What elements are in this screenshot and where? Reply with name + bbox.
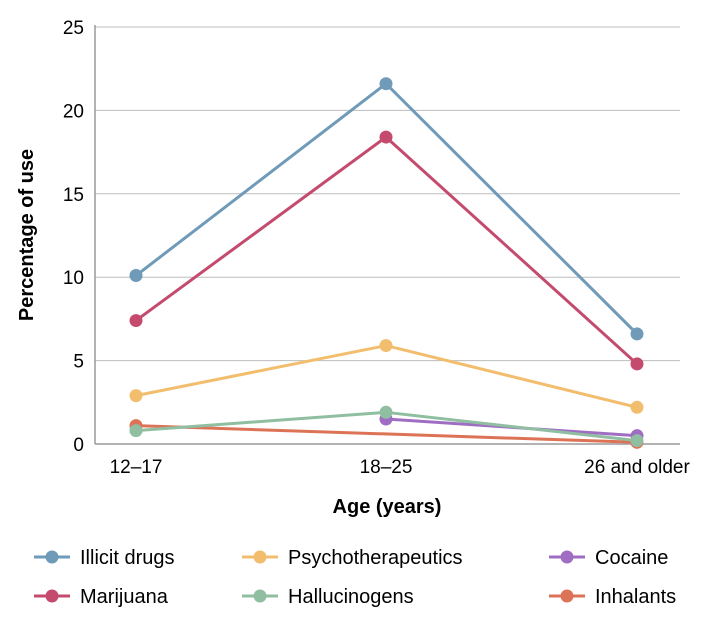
data-point-hallucinogens xyxy=(129,424,143,438)
axes xyxy=(94,25,680,445)
legend-swatch-marker xyxy=(560,589,574,603)
y-tick-label: 5 xyxy=(73,352,84,373)
y-tick-label: 20 xyxy=(63,101,84,122)
series-points xyxy=(129,77,644,449)
legend-swatch-marker xyxy=(45,589,59,603)
series-line-psychotherapeutics xyxy=(135,344,638,409)
legend-label: Hallucinogens xyxy=(288,586,414,608)
y-tick-label: 25 xyxy=(63,18,84,39)
legend-label: Marijuana xyxy=(80,586,169,608)
legend-item-inhalants: Inhalants xyxy=(549,586,676,608)
legend-label: Cocaine xyxy=(595,547,668,569)
legend-label: Inhalants xyxy=(595,586,676,608)
data-point-marijuana xyxy=(630,357,644,371)
x-axis-title: Age (years) xyxy=(333,496,442,518)
y-axis-title: Percentage of use xyxy=(16,149,38,321)
data-point-illicit-drugs xyxy=(129,269,143,283)
series-line-inhalants xyxy=(135,424,638,444)
data-point-illicit-drugs xyxy=(630,327,644,341)
legend-item-hallucinogens: Hallucinogens xyxy=(242,586,414,608)
legend-swatch-marker xyxy=(560,550,574,564)
y-tick-label: 0 xyxy=(73,435,84,456)
data-point-marijuana xyxy=(129,314,143,328)
legend-item-cocaine: Cocaine xyxy=(549,547,668,569)
legend-label: Illicit drugs xyxy=(80,547,174,569)
series-line-marijuana xyxy=(135,135,639,366)
x-tick-label: 12–17 xyxy=(110,457,163,478)
legend-item-illicit-drugs: Illicit drugs xyxy=(34,547,174,569)
legend-item-marijuana: Marijuana xyxy=(34,586,169,608)
data-point-marijuana xyxy=(379,130,393,144)
data-point-hallucinogens xyxy=(630,434,644,448)
x-tick-label: 26 and older xyxy=(584,457,690,478)
legend-swatch-marker xyxy=(253,589,267,603)
data-point-hallucinogens xyxy=(379,405,393,419)
y-tick-label: 15 xyxy=(63,185,84,206)
data-point-illicit-drugs xyxy=(379,77,393,91)
gridlines xyxy=(95,26,680,362)
data-point-psychotherapeutics xyxy=(379,339,393,353)
data-point-psychotherapeutics xyxy=(129,389,143,403)
legend-item-psychotherapeutics: Psychotherapeutics xyxy=(242,547,463,569)
tick-labels: 0 5 10 15 20 25 12–17 18–25 26 and older xyxy=(63,18,691,478)
legend-label: Psychotherapeutics xyxy=(288,547,463,569)
x-tick-label: 18–25 xyxy=(360,457,413,478)
y-tick-label: 10 xyxy=(63,268,84,289)
legend-swatch-marker xyxy=(45,550,59,564)
data-point-psychotherapeutics xyxy=(630,400,644,414)
legend-swatch-marker xyxy=(253,550,267,564)
legend: Illicit drugs Psychotherapeutics Cocaine Ma… xyxy=(34,547,676,608)
